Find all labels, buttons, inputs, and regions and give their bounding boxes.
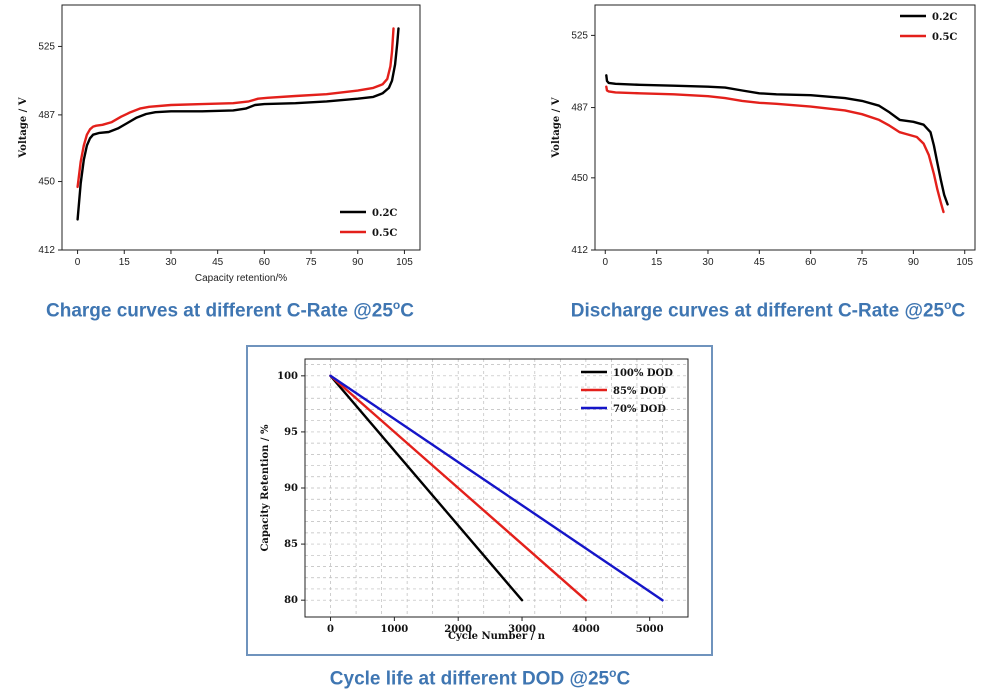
- x-axis-title: Cycle Number / n: [448, 631, 546, 642]
- y-tick-label: 80: [284, 595, 298, 606]
- x-tick-label: 15: [119, 257, 131, 268]
- y-axis-title: Voltage / V: [551, 97, 562, 158]
- legend-label: 0.2C: [372, 208, 397, 219]
- y-tick-label: 525: [38, 41, 55, 52]
- series-line-100-dod: [329, 374, 524, 602]
- x-tick-label: 75: [856, 257, 868, 268]
- x-tick-label: 60: [259, 257, 271, 268]
- x-tick-label: 45: [212, 257, 224, 268]
- y-axis-title: Capacity Retention / %: [260, 424, 271, 552]
- cycle-caption: Cycle life at different DOD @25oC: [329, 666, 631, 690]
- x-tick-label: 5000: [636, 624, 664, 635]
- x-tick-label: 90: [352, 257, 364, 268]
- y-tick-label: 450: [38, 177, 55, 188]
- legend-label: 0.5C: [932, 32, 957, 43]
- y-axis-title: Voltage / V: [18, 97, 29, 158]
- x-tick-label: 2000: [444, 624, 472, 635]
- x-tick-label: 60: [805, 257, 817, 268]
- y-tick-label: 85: [284, 539, 298, 550]
- y-tick-label: 525: [571, 30, 588, 41]
- x-tick-label: 90: [908, 257, 920, 268]
- x-tick-label: 3000: [508, 624, 536, 635]
- y-tick-label: 412: [38, 245, 55, 256]
- series-line-0-2c: [605, 74, 949, 206]
- legend-label: 85% DOD: [613, 386, 666, 397]
- series-line-85-dod: [329, 374, 588, 602]
- discharge-chart: 0 15 30 45 60 75 90 105 412 450 487 525 Voltage / V 0…: [535, 0, 1000, 290]
- series-line-0-5c: [605, 85, 945, 214]
- charge-caption: Charge curves at different C-Rate @25oC: [46, 298, 414, 322]
- y-tick-label: 487: [38, 110, 55, 121]
- x-tick-label: 0: [602, 257, 608, 268]
- charge-chart-svg: 0 15 30 45 60 75 90 105 412 450 487 525 Capacity ret…: [18, 4, 421, 284]
- legend-label: 100% DOD: [613, 368, 673, 379]
- series-line-70-dod: [329, 374, 664, 602]
- cycle-chart-svg: 0 1000 2000 3000 4000 5000 80 85 90 95 100 Cycle Nu…: [260, 358, 689, 642]
- discharge-chart-svg: 0 15 30 45 60 75 90 105 412 450 487 525 Voltage / V 0…: [551, 4, 976, 268]
- y-tick-label: 95: [284, 427, 298, 438]
- plot-frame: [61, 4, 421, 251]
- series-line-0-2c: [76, 27, 400, 221]
- cycle-chart: 0 1000 2000 3000 4000 5000 80 85 90 95 100 Cycle Nu…: [248, 347, 711, 654]
- x-tick-label: 15: [651, 257, 663, 268]
- legend-label: 0.2C: [932, 12, 957, 23]
- legend-label: 70% DOD: [613, 404, 666, 415]
- x-tick-label: 105: [396, 257, 413, 268]
- y-tick-label: 100: [277, 371, 298, 382]
- y-tick-label: 90: [284, 483, 298, 494]
- y-tick-label: 487: [571, 103, 588, 114]
- legend-label: 0.5C: [372, 228, 397, 239]
- series-line-0-5c: [76, 27, 395, 189]
- x-tick-label: 30: [702, 257, 714, 268]
- y-tick-label: 450: [571, 173, 588, 184]
- x-tick-label: 75: [305, 257, 317, 268]
- x-axis-title: Capacity retention/%: [195, 273, 287, 284]
- x-tick-label: 45: [754, 257, 766, 268]
- x-tick-label: 105: [956, 257, 973, 268]
- x-tick-label: 0: [327, 624, 334, 635]
- discharge-caption: Discharge curves at different C-Rate @25…: [570, 298, 966, 322]
- plot-frame: [594, 4, 976, 251]
- x-tick-label: 4000: [572, 624, 600, 635]
- x-tick-label: 1000: [380, 624, 408, 635]
- charge-chart: 0 15 30 45 60 75 90 105 412 450 487 525 Capacity ret…: [0, 0, 440, 290]
- cycle-panel-frame: [246, 345, 713, 656]
- y-tick-label: 412: [571, 245, 588, 256]
- x-tick-label: 30: [165, 257, 177, 268]
- x-tick-label: 0: [75, 257, 81, 268]
